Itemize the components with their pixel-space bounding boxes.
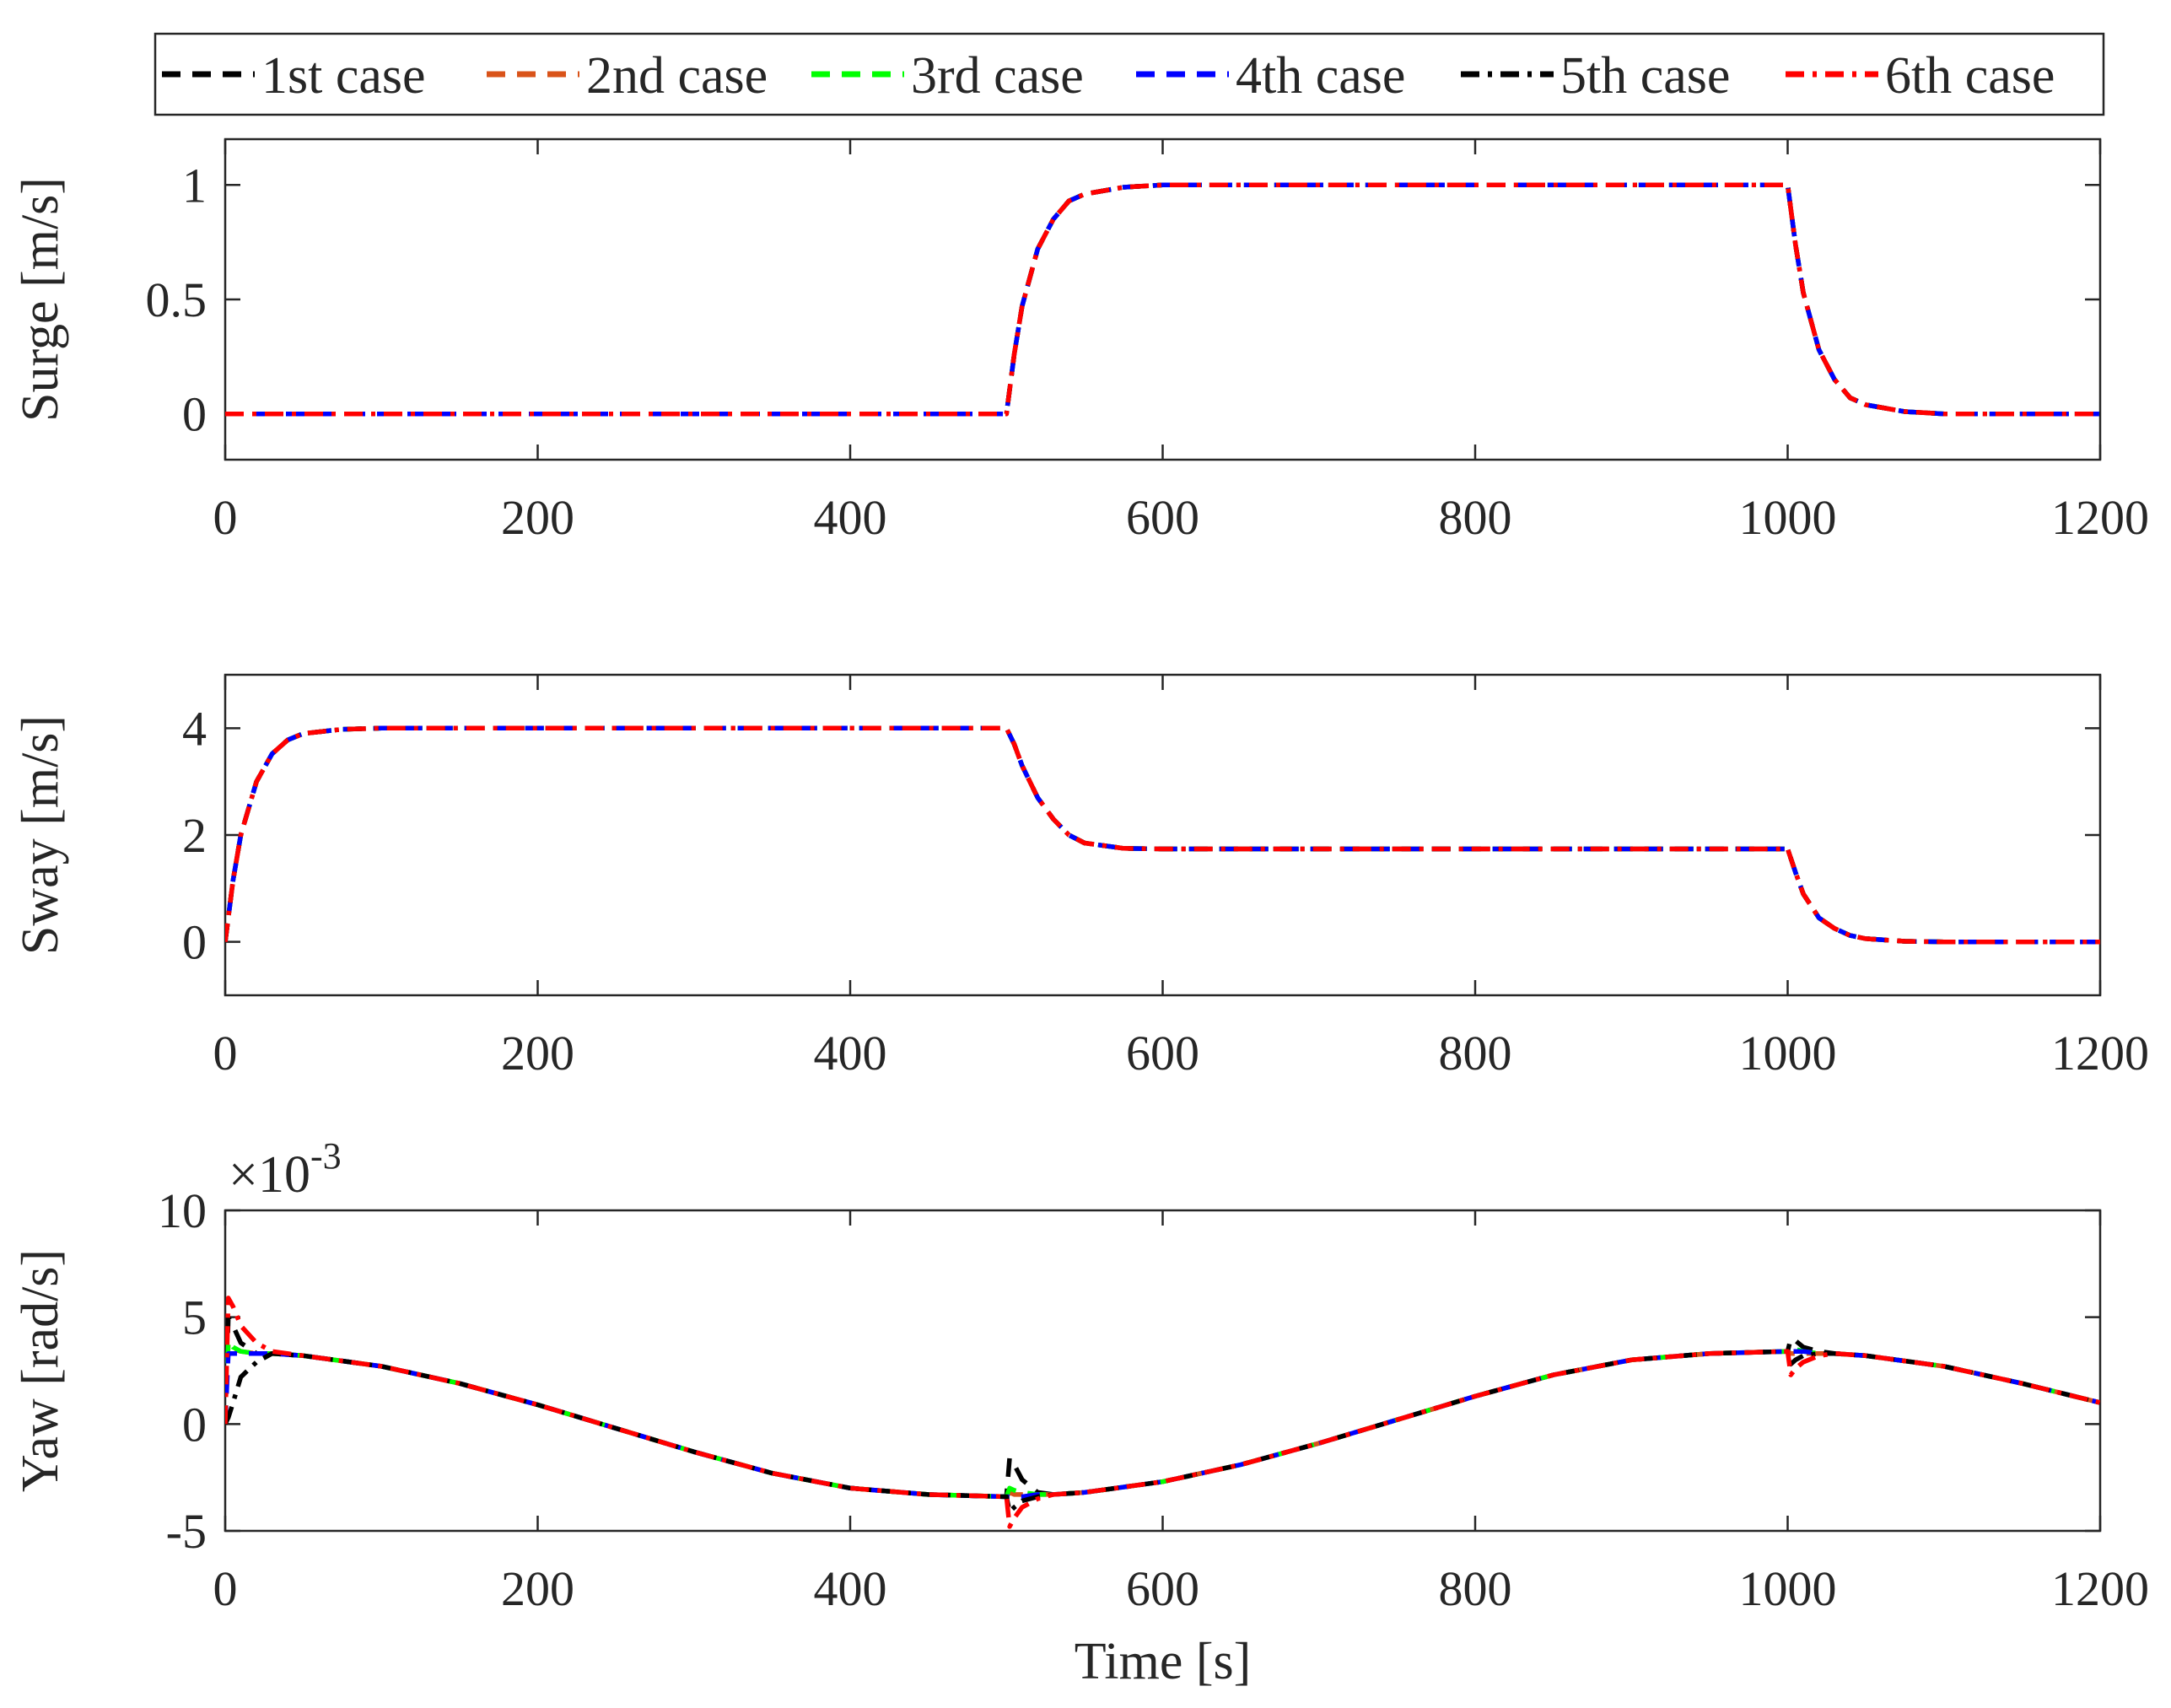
series-line-2	[225, 725, 2100, 945]
x-tick-label: 0	[213, 1561, 238, 1616]
legend-label-6: 6th case	[1885, 47, 2055, 105]
series-line-2	[225, 182, 2100, 417]
series-group	[225, 725, 2100, 945]
series-line-3	[225, 725, 2100, 945]
y-axis-exponent: ×10-3	[229, 1135, 342, 1204]
legend-box	[154, 32, 2105, 116]
y-tick-label: 0.5	[146, 272, 207, 327]
x-tick-label: 200	[501, 490, 574, 545]
legend-items: 1st case 2nd case 3rd case 4th case 5th case…	[162, 47, 2055, 105]
series-line-5	[225, 182, 2100, 417]
y-tick-label: -5	[166, 1504, 207, 1559]
x-tick-label: 600	[1126, 490, 1199, 545]
x-tick-label: 600	[1126, 1561, 1199, 1616]
legend: 1st case 2nd case 3rd case 4th case 5th case…	[154, 32, 2105, 116]
x-tick-label: 1200	[2051, 1561, 2149, 1616]
series-line-3	[225, 182, 2100, 417]
y-tick-label: 1	[182, 158, 207, 213]
series-line-6	[225, 1296, 2100, 1529]
series-group	[225, 1296, 2100, 1529]
y-tick-label: 0	[182, 1397, 207, 1452]
x-tick-label: 600	[1126, 1026, 1199, 1080]
x-tick-label: 400	[814, 490, 887, 545]
x-tick-label: 800	[1439, 1026, 1512, 1080]
y-axis-label: Sway [m/s]	[12, 715, 69, 955]
legend-label-3: 3rd case	[911, 47, 1084, 105]
legend-label-5: 5th case	[1560, 47, 1730, 105]
series-line-1	[225, 725, 2100, 945]
plot-area-2	[224, 673, 2102, 997]
x-tick-label: 1000	[1739, 1561, 1837, 1616]
series-line-6	[225, 182, 2100, 417]
x-tick-label: 400	[814, 1561, 887, 1616]
series-line-3	[225, 1338, 2100, 1500]
x-axis-label: Time [s]	[1075, 1633, 1252, 1690]
x-tick-label: 200	[501, 1561, 574, 1616]
y-tick-label: 4	[182, 701, 207, 756]
y-tick-label: 0	[182, 915, 207, 970]
series-line-5	[225, 1349, 2100, 1514]
y-tick-label: 2	[182, 808, 207, 863]
x-tick-label: 0	[213, 1026, 238, 1080]
series-line-1	[225, 1314, 2100, 1500]
y-tick-label: 0	[182, 387, 207, 442]
y-tick-label: 10	[158, 1183, 207, 1238]
x-tick-label: 800	[1439, 490, 1512, 545]
x-tick-label: 1200	[2051, 1026, 2149, 1080]
series-line-2	[225, 1340, 2100, 1500]
y-axis-label: Surge [m/s]	[12, 177, 69, 422]
series-group	[225, 182, 2100, 417]
x-tick-label: 1200	[2051, 490, 2149, 545]
x-tick-label: 200	[501, 1026, 574, 1080]
legend-label-4: 4th case	[1236, 47, 1405, 105]
legend-label-2: 2nd case	[586, 47, 768, 105]
series-line-4	[225, 725, 2100, 945]
panel-1: 0 200 400 600 800 1000 1200 0 0.5 1 Surge [m/s]	[12, 137, 2149, 545]
x-tick-label: 0	[213, 490, 238, 545]
series-line-6	[225, 725, 2100, 945]
series-line-1	[225, 182, 2100, 417]
series-line-4	[225, 182, 2100, 417]
panel-2: 0 200 400 600 800 1000 1200 0 2 4 Sway [m/s]	[12, 673, 2149, 1080]
legend-label-1: 1st case	[261, 47, 426, 105]
y-axis-label: Yaw [rad/s]	[12, 1249, 69, 1492]
x-tick-label: 1000	[1739, 1026, 1837, 1080]
series-line-5	[225, 725, 2100, 945]
series-line-4	[225, 1349, 2100, 1500]
x-tick-label: 1000	[1739, 490, 1837, 545]
y-tick-label: 5	[182, 1290, 207, 1345]
x-tick-label: 400	[814, 1026, 887, 1080]
x-tick-label: 800	[1439, 1561, 1512, 1616]
